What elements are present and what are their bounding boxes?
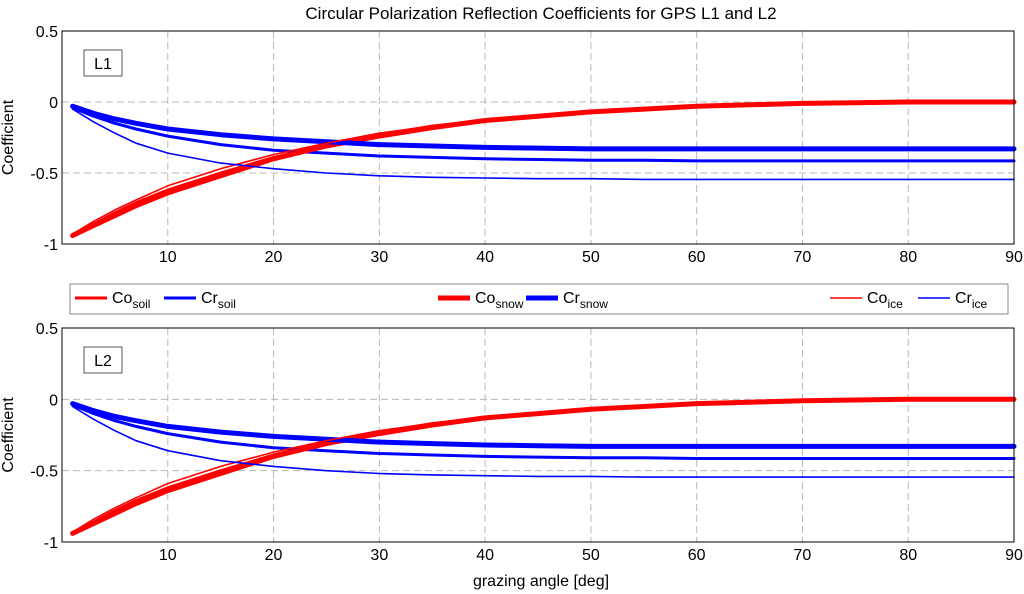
- x-tick-label: 50: [582, 547, 600, 564]
- x-tick-label: 20: [265, 547, 283, 564]
- x-tick-label: 90: [1005, 547, 1023, 564]
- y-axis-label: Coefficient: [0, 397, 17, 473]
- x-tick-label: 60: [688, 249, 706, 266]
- plot-frame: [61, 327, 1015, 543]
- legend: Cosoil Crsoil Cosnow Crsnow Coice Crice: [69, 283, 1009, 315]
- x-tick-label: 50: [582, 249, 600, 266]
- x-tick-label: 10: [159, 547, 177, 564]
- series-line-cr-ice: [71, 108, 1015, 181]
- series-line-co-ice: [71, 101, 1015, 235]
- x-tick-label: 80: [899, 249, 917, 266]
- panel-label-box: [83, 49, 123, 77]
- y-tick-label: -1: [44, 535, 58, 552]
- panel-label: L1: [94, 56, 112, 73]
- panel-label: L2: [94, 353, 112, 370]
- series-line-cr-soil: [71, 106, 1016, 163]
- x-tick-label: 70: [794, 547, 812, 564]
- y-axis-label: Coefficient: [0, 99, 17, 175]
- x-tick-label: 10: [159, 249, 177, 266]
- y-tick-label: -0.5: [30, 464, 58, 481]
- series-line-co-snow: [70, 99, 1017, 238]
- series-line-cr-snow: [70, 401, 1017, 449]
- plots-container: 10 20 30 40 50 60 70 80 90 0.5 0 -0.5 -1 Coefficient L…: [0, 24, 1023, 564]
- series-line-cr-soil: [71, 403, 1016, 460]
- x-tick-label: 70: [794, 249, 812, 266]
- y-tick-label: -1: [44, 237, 58, 254]
- plot-frame: [61, 30, 1015, 245]
- chart-title: Circular Polarization Reflection Coeffic…: [305, 4, 776, 23]
- y-tick-label: 0: [49, 95, 58, 112]
- y-tick-label: 0.5: [36, 321, 58, 338]
- y-tick-label: -0.5: [30, 166, 58, 183]
- x-tick-label: 30: [370, 547, 388, 564]
- y-tick-label: 0: [49, 392, 58, 409]
- x-tick-label: 30: [370, 249, 388, 266]
- x-tick-label: 20: [265, 249, 283, 266]
- x-axis-label: grazing angle [deg]: [473, 573, 609, 590]
- series-line-cr-ice: [71, 405, 1015, 478]
- series-line-co-snow: [70, 396, 1017, 536]
- series-line-co-soil: [71, 100, 1016, 237]
- x-tick-label: 80: [899, 547, 917, 564]
- y-tick-label: 0.5: [36, 24, 58, 41]
- panel-label-box: [83, 346, 123, 374]
- series-line-cr-snow: [70, 103, 1017, 152]
- series-line-co-ice: [71, 398, 1015, 533]
- x-tick-label: 90: [1005, 249, 1023, 266]
- panel-l1: 10 20 30 40 50 60 70 80 90 0.5 0 -0.5 -1 Coefficient L…: [0, 24, 1023, 266]
- x-tick-label: 40: [476, 547, 494, 564]
- x-tick-label: 60: [688, 547, 706, 564]
- panel-l2: 10 20 30 40 50 60 70 80 90 0.5 0 -0.5 -1 Coefficient L…: [0, 321, 1023, 564]
- x-tick-label: 40: [476, 249, 494, 266]
- series-line-co-soil: [71, 397, 1016, 535]
